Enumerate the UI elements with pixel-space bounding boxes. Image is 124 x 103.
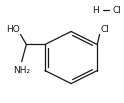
Text: Cl: Cl	[113, 6, 122, 15]
Text: H: H	[92, 6, 99, 15]
Text: HO: HO	[6, 25, 19, 34]
Text: NH₂: NH₂	[13, 66, 30, 75]
Text: Cl: Cl	[100, 25, 109, 34]
